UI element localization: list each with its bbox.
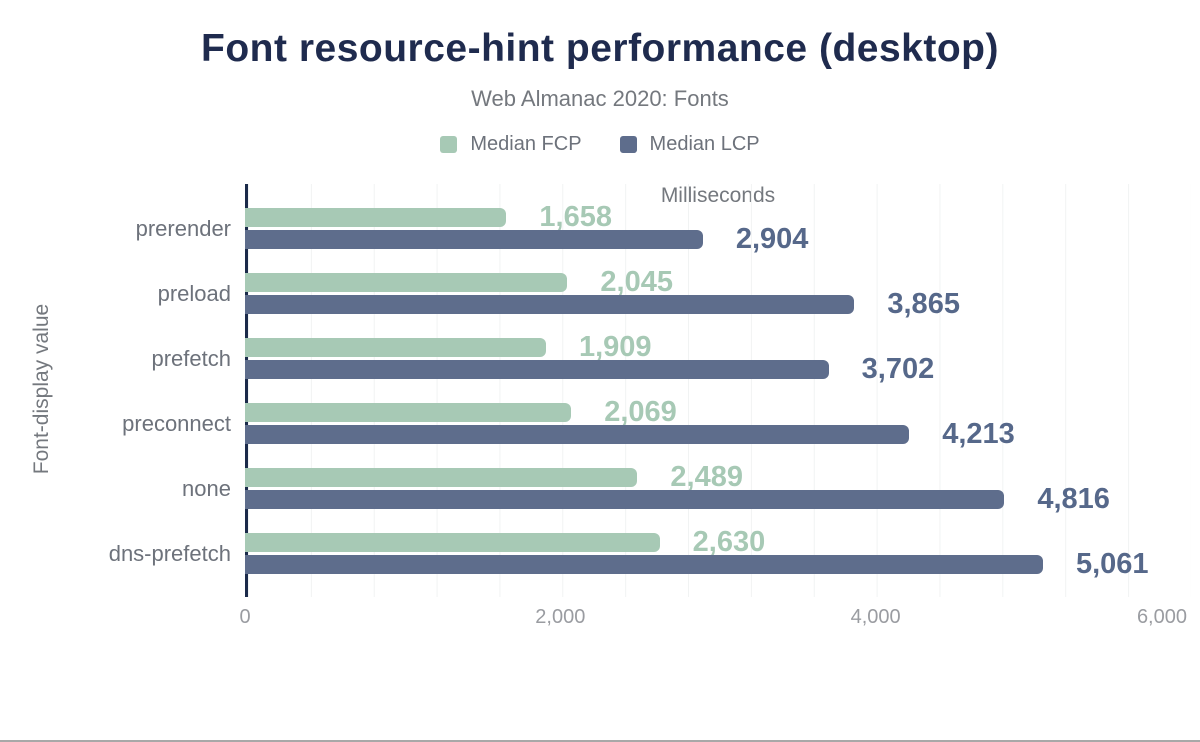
bar-value-label: 5,061 — [1075, 548, 1149, 580]
bar-line: 1,658 — [245, 201, 1191, 233]
bar-value-label: 2,489 — [670, 461, 743, 493]
bar-line: 2,069 — [245, 396, 1191, 428]
bar-value-label: 4,213 — [942, 418, 1015, 450]
chart-row-prefetch: prefetch 1,909 3,702 — [0, 326, 1191, 391]
legend-label: Median FCP — [470, 133, 582, 155]
category-label-prefetch: prefetch — [151, 345, 232, 371]
category-label-preload: preload — [157, 280, 231, 306]
bar-value-label: 4,816 — [1037, 483, 1110, 515]
bar-median-fcp-preload[interactable] — [245, 273, 568, 292]
chart-row-prerender: prerender 1,658 2,904 — [0, 196, 1191, 261]
x-tick-6000: 6,000 — [1136, 606, 1187, 628]
bar-median-lcp-prefetch[interactable] — [245, 360, 829, 379]
category-label-dns-prefetch: dns-prefetch — [108, 540, 231, 566]
chart-row-preconnect: preconnect 2,069 4,213 — [0, 391, 1191, 456]
category-label-none: none — [182, 475, 231, 501]
x-tick-2000: 2,000 — [535, 606, 586, 628]
legend-swatch-icon — [619, 136, 637, 153]
chart-row-preload: preload 2,045 3,865 — [0, 261, 1191, 326]
bar-value-label: 1,658 — [539, 201, 612, 233]
bar-line: 4,816 — [245, 483, 1191, 515]
chart-title: Font resource-hint performance (desktop) — [201, 27, 999, 70]
bar-median-fcp-dns-prefetch[interactable] — [245, 533, 660, 552]
chart-area: Font-display value prerender 1,658 2,904 pr… — [0, 184, 1200, 644]
legend: Median FCP Median LCP — [0, 133, 1200, 156]
bar-line: 2,904 — [245, 223, 1191, 255]
category-label-preconnect: preconnect — [122, 410, 231, 436]
bar-median-lcp-dns-prefetch[interactable] — [245, 555, 1043, 574]
bar-value-label: 1,909 — [578, 331, 652, 363]
bar-group-preconnect: 2,069 4,213 — [245, 396, 1191, 450]
plot-background — [245, 184, 1191, 597]
bar-median-lcp-prerender[interactable] — [245, 230, 703, 249]
legend-swatch-icon — [440, 136, 458, 153]
chart-row-dns-prefetch: dns-prefetch 2,630 5,061 — [0, 521, 1191, 586]
bar-median-fcp-prerender[interactable] — [245, 208, 507, 227]
bar-line: 5,061 — [245, 548, 1191, 580]
bar-line: 4,213 — [245, 418, 1191, 450]
bar-median-lcp-none[interactable] — [245, 490, 1005, 509]
bar-group-prerender: 1,658 2,904 — [245, 201, 1191, 255]
bar-value-label: 2,904 — [735, 223, 809, 255]
bar-median-lcp-preconnect[interactable] — [245, 425, 910, 444]
bar-value-label: 3,865 — [887, 288, 960, 320]
bar-median-lcp-preload[interactable] — [245, 295, 855, 314]
x-tick-4000: 4,000 — [850, 606, 901, 628]
bar-line: 2,630 — [245, 526, 1191, 558]
bar-line: 2,489 — [245, 461, 1191, 493]
bar-line: 2,045 — [245, 266, 1191, 298]
bar-value-label: 2,630 — [692, 526, 766, 558]
chart-rows: prerender 1,658 2,904 preload 2,045 3,865 pref… — [0, 196, 1191, 586]
category-label-prerender: prerender — [135, 215, 231, 241]
bar-median-fcp-prefetch[interactable] — [245, 338, 546, 357]
bar-group-dns-prefetch: 2,630 5,061 — [245, 526, 1191, 580]
bar-group-none: 2,489 4,816 — [245, 461, 1191, 515]
bar-group-prefetch: 1,909 3,702 — [245, 331, 1191, 385]
chart-row-none: none 2,489 4,816 — [0, 456, 1191, 521]
x-axis-ticks: 0 2,000 4,000 6,000 — [239, 606, 1191, 632]
bar-line: 3,865 — [245, 288, 1191, 320]
bar-median-fcp-none[interactable] — [245, 468, 638, 487]
legend-label: Median LCP — [649, 133, 760, 155]
bar-line: 3,702 — [245, 353, 1191, 385]
bar-median-fcp-preconnect[interactable] — [245, 403, 572, 422]
x-tick-0: 0 — [239, 606, 251, 628]
bar-value-label: 3,702 — [861, 353, 935, 385]
bar-value-label: 2,069 — [604, 396, 677, 428]
bar-line: 1,909 — [245, 331, 1191, 363]
legend-item-median-lcp: Median LCP — [619, 133, 760, 156]
chart-subtitle: Web Almanac 2020: Fonts — [471, 86, 729, 111]
legend-item-median-fcp: Median FCP — [440, 133, 582, 156]
bar-group-preload: 2,045 3,865 — [245, 266, 1191, 320]
bar-value-label: 2,045 — [600, 266, 673, 298]
